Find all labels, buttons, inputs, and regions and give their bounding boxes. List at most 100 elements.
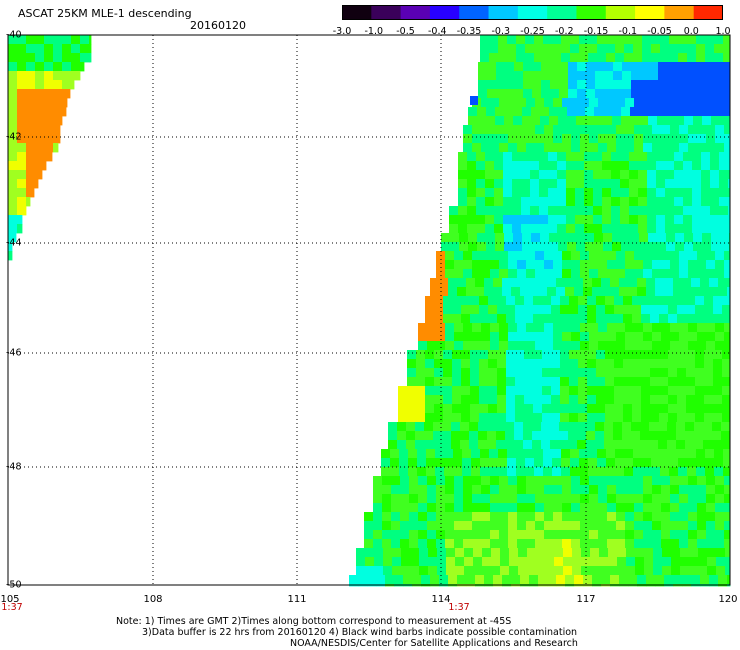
wind-cell	[479, 350, 489, 360]
wind-cell	[587, 359, 597, 369]
wind-cell	[80, 35, 90, 45]
wind-cell	[44, 71, 54, 81]
wind-cell	[26, 98, 36, 108]
color-scale-label: -0.15	[583, 26, 609, 37]
wind-cell	[490, 98, 500, 108]
wind-cell	[676, 80, 686, 90]
wind-cell	[516, 458, 526, 468]
wind-cell	[476, 197, 486, 207]
wind-cell	[571, 485, 581, 495]
wind-cell	[472, 503, 482, 513]
wind-cell	[584, 197, 594, 207]
wind-cell	[427, 476, 437, 486]
wind-cell	[397, 422, 407, 432]
wind-cell	[572, 566, 582, 576]
wind-cell	[714, 44, 724, 54]
wind-cell	[704, 305, 714, 315]
wind-cell	[689, 566, 699, 576]
wind-cell	[439, 278, 449, 288]
wind-cell	[670, 530, 680, 540]
wind-cell	[634, 530, 644, 540]
wind-cell	[683, 161, 693, 171]
wind-cell	[498, 53, 508, 63]
wind-cell	[584, 224, 594, 234]
wind-cell	[497, 359, 507, 369]
wind-cell	[577, 440, 587, 450]
wind-cell	[667, 89, 677, 99]
wind-cell	[508, 98, 518, 108]
wind-cell	[598, 269, 608, 279]
wind-cell	[548, 161, 558, 171]
wind-cell	[560, 404, 570, 414]
wind-cell	[526, 539, 536, 549]
color-scale-label: -0.2	[554, 26, 574, 37]
wind-cell	[472, 521, 482, 531]
wind-cell	[541, 89, 551, 99]
wind-cell	[577, 431, 587, 441]
wind-cell	[629, 152, 639, 162]
wind-cell	[434, 359, 444, 369]
wind-cell	[589, 341, 599, 351]
wind-cell	[443, 386, 453, 396]
wind-cell	[692, 170, 702, 180]
wind-cell	[662, 557, 672, 567]
wind-cell	[683, 215, 693, 225]
wind-cell	[425, 395, 435, 405]
wind-cell	[728, 170, 731, 180]
wind-cell	[26, 35, 36, 45]
time-label: 1:37	[1, 602, 23, 613]
wind-cell	[511, 278, 521, 288]
wind-cell	[517, 134, 527, 144]
wind-cell	[660, 35, 670, 45]
wind-cell	[638, 197, 648, 207]
wind-cell	[649, 422, 659, 432]
wind-cell	[425, 296, 435, 306]
wind-cell	[478, 440, 488, 450]
wind-cell	[562, 98, 572, 108]
wind-cell	[419, 557, 429, 567]
wind-cell	[595, 89, 605, 99]
wind-cell	[458, 152, 468, 162]
wind-cell	[688, 539, 698, 549]
wind-cell	[450, 242, 460, 252]
wind-cell	[17, 125, 27, 135]
wind-cell	[623, 377, 633, 387]
wind-cell	[428, 566, 438, 576]
wind-cell	[589, 134, 599, 144]
wind-cell	[710, 224, 720, 234]
wind-cell	[607, 143, 617, 153]
wind-cell	[657, 233, 667, 243]
wind-cell	[499, 341, 509, 351]
wind-cell	[715, 539, 725, 549]
wind-cell	[418, 323, 428, 333]
wind-cell	[677, 395, 687, 405]
wind-cell	[571, 98, 581, 108]
wind-cell	[35, 89, 45, 99]
wind-cell	[436, 476, 446, 486]
wind-cell	[575, 161, 585, 171]
footer-note-3: NOAA/NESDIS/Center for Satellite Applica…	[290, 638, 578, 649]
wind-cell	[631, 71, 641, 81]
wind-cell	[623, 395, 633, 405]
wind-cell	[497, 404, 507, 414]
wind-cell	[434, 305, 444, 315]
wind-cell	[589, 503, 599, 513]
wind-cell	[680, 548, 690, 558]
wind-cell	[403, 575, 413, 585]
wind-cell	[477, 107, 487, 117]
wind-cell	[468, 233, 478, 243]
wind-cell	[568, 440, 578, 450]
wind-cell	[553, 260, 563, 270]
wind-cell	[650, 404, 660, 414]
wind-cell	[532, 422, 542, 432]
wind-cell	[724, 521, 731, 531]
wind-cell	[670, 269, 680, 279]
wind-cell	[390, 458, 400, 468]
wind-cell	[685, 71, 695, 81]
wind-cell	[515, 359, 525, 369]
wind-cell	[553, 503, 563, 513]
wind-cell	[512, 197, 522, 207]
wind-cell	[661, 260, 671, 270]
wind-cell	[406, 422, 416, 432]
wind-cell	[616, 143, 626, 153]
